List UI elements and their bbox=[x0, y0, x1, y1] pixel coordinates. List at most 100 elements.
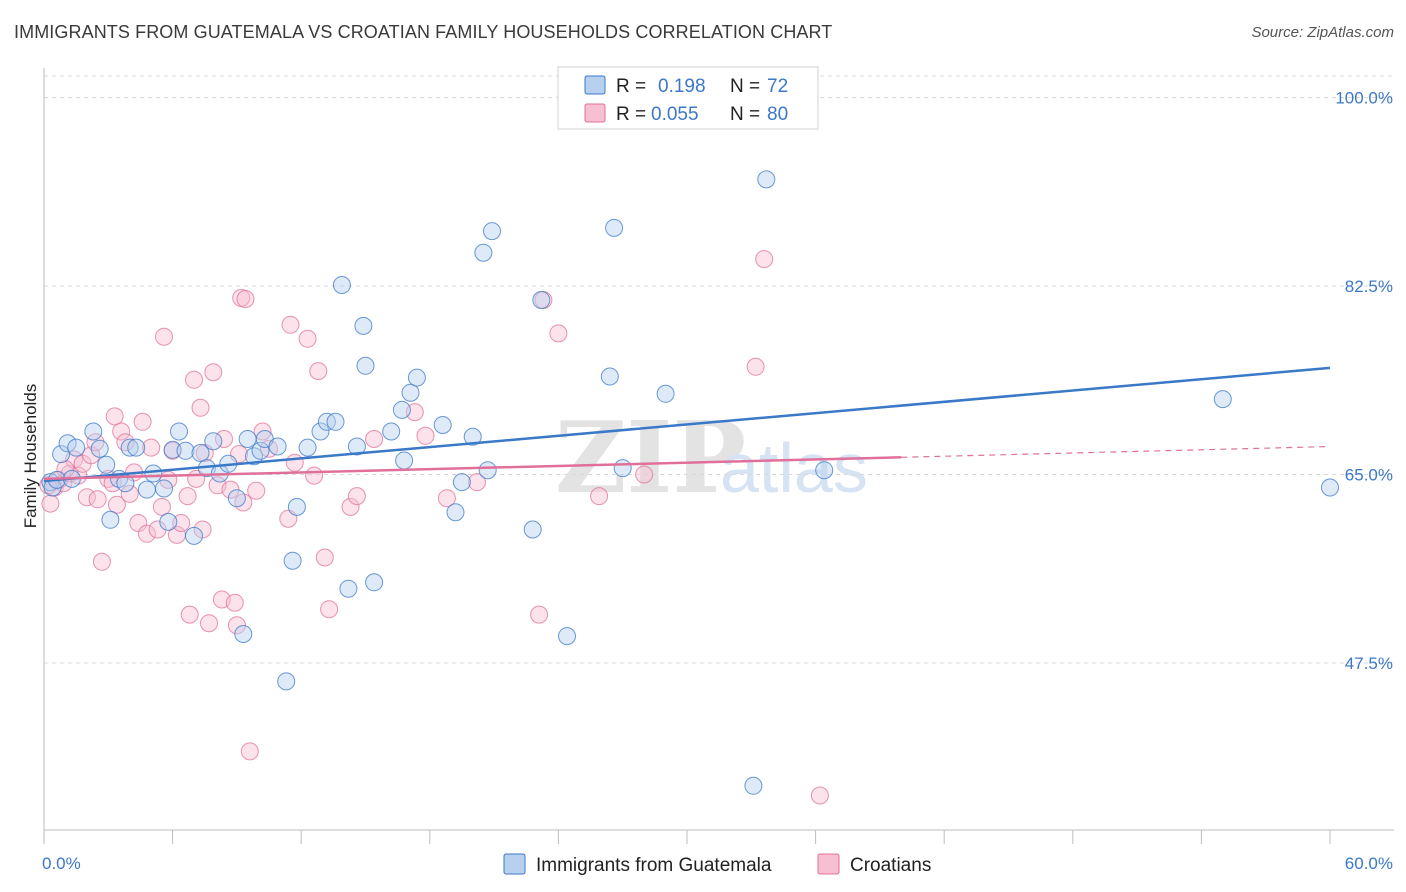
data-point bbox=[332, 276, 351, 294]
y-tick-label: 47.5% bbox=[1345, 654, 1393, 673]
trend-line-guatemala bbox=[43, 366, 1331, 483]
data-point bbox=[613, 459, 632, 478]
legend-r-label-1: R = bbox=[616, 76, 646, 97]
data-point bbox=[416, 426, 435, 445]
legend-n-label-1: N = bbox=[730, 76, 760, 97]
data-point bbox=[1213, 390, 1232, 409]
data-point bbox=[204, 363, 223, 382]
data-point bbox=[120, 484, 139, 503]
watermark: ZIP atlas bbox=[555, 401, 868, 516]
data-point bbox=[84, 422, 103, 441]
data-point bbox=[137, 524, 156, 543]
data-point bbox=[142, 438, 161, 457]
data-point bbox=[215, 430, 233, 448]
trend-line-croatians bbox=[43, 456, 902, 481]
legend-n-value-1: 72 bbox=[767, 76, 788, 97]
data-point bbox=[92, 552, 111, 571]
data-point bbox=[309, 362, 328, 381]
data-point bbox=[746, 357, 765, 376]
data-point bbox=[468, 473, 486, 492]
data-point bbox=[354, 316, 373, 335]
legend-label-guatemala: Immigrants from Guatemala bbox=[536, 855, 772, 876]
legend-r-value-1: 0.198 bbox=[658, 76, 706, 97]
data-point bbox=[392, 400, 411, 419]
legend-n-label-2: N = bbox=[730, 104, 760, 125]
data-point bbox=[1321, 478, 1339, 497]
y-tick-label: 65.0% bbox=[1345, 466, 1393, 485]
data-point bbox=[67, 438, 86, 457]
x-tick-label-min: 0.0% bbox=[42, 854, 81, 873]
y-axis-title: Family Households bbox=[21, 384, 40, 529]
data-point bbox=[155, 479, 173, 498]
source-label: Source: ZipAtlas.com bbox=[1251, 24, 1394, 41]
series-guatemala bbox=[41, 170, 1339, 795]
data-point bbox=[347, 487, 366, 506]
data-point bbox=[144, 464, 163, 483]
data-point bbox=[227, 489, 246, 508]
data-point bbox=[137, 480, 156, 499]
data-point bbox=[356, 356, 375, 375]
data-point bbox=[600, 367, 619, 386]
data-point bbox=[52, 445, 71, 464]
data-point bbox=[133, 412, 152, 431]
data-point bbox=[452, 473, 471, 492]
trend-layer bbox=[43, 366, 1331, 483]
data-point bbox=[341, 497, 360, 516]
legend-swatch-pink bbox=[584, 103, 606, 123]
axes bbox=[43, 68, 1394, 844]
data-point bbox=[251, 441, 270, 460]
data-point bbox=[285, 453, 304, 472]
data-point bbox=[204, 432, 223, 451]
legend-swatch-guatemala bbox=[503, 853, 526, 875]
legend-r-value-2: 0.055 bbox=[651, 104, 699, 125]
data-point bbox=[236, 290, 255, 308]
data-point bbox=[395, 451, 414, 470]
data-point bbox=[155, 327, 173, 346]
data-point bbox=[530, 605, 549, 624]
data-point bbox=[180, 605, 199, 624]
data-point bbox=[277, 672, 296, 691]
legend-label-croatians: Croatians bbox=[850, 855, 931, 876]
data-point bbox=[382, 422, 401, 441]
data-point bbox=[532, 291, 551, 309]
legend-swatch-blue bbox=[584, 75, 606, 95]
data-point bbox=[656, 384, 675, 403]
watermark-atlas: atlas bbox=[720, 429, 868, 507]
data-point bbox=[281, 315, 300, 334]
data-point bbox=[437, 489, 456, 508]
data-point bbox=[97, 455, 116, 474]
legend-r-label-2: R = bbox=[616, 104, 646, 125]
legend-swatch-croatians bbox=[817, 853, 840, 875]
data-point bbox=[311, 422, 330, 441]
series-croatians bbox=[39, 250, 829, 805]
data-point bbox=[315, 548, 334, 567]
data-point bbox=[234, 625, 253, 643]
data-point bbox=[744, 776, 763, 795]
data-point bbox=[590, 487, 609, 506]
data-point bbox=[326, 412, 345, 431]
data-point bbox=[170, 422, 188, 441]
data-point bbox=[185, 370, 203, 389]
data-point bbox=[463, 427, 482, 446]
data-point bbox=[176, 441, 195, 460]
data-point bbox=[200, 614, 218, 633]
data-point bbox=[287, 497, 306, 516]
data-point bbox=[127, 438, 146, 457]
data-point bbox=[298, 438, 317, 457]
data-point bbox=[605, 218, 624, 237]
y-tick-label: 82.5% bbox=[1345, 277, 1393, 296]
data-point bbox=[283, 551, 302, 570]
x-tick-labels: 0.0% 60.0% bbox=[42, 854, 1393, 873]
data-point bbox=[810, 786, 829, 805]
y-tick-label: 100.0% bbox=[1335, 89, 1393, 108]
data-point bbox=[815, 461, 834, 480]
data-point bbox=[474, 243, 493, 262]
data-point bbox=[253, 422, 272, 441]
data-point bbox=[225, 593, 244, 612]
data-point bbox=[112, 422, 131, 441]
data-point bbox=[58, 434, 77, 453]
legend-n-value-2: 80 bbox=[767, 104, 788, 125]
data-point bbox=[247, 481, 266, 500]
data-point bbox=[120, 438, 139, 457]
watermark-zip: ZIP bbox=[555, 401, 746, 516]
